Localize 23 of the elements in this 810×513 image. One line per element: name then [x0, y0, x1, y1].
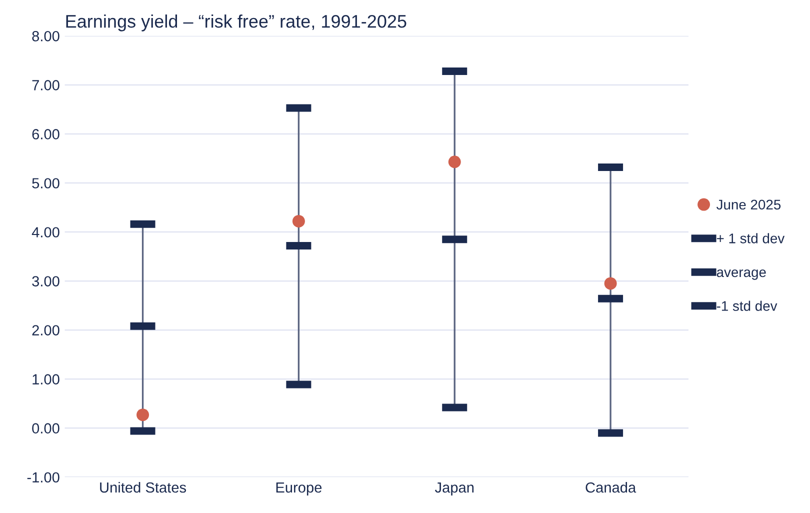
- x-tick-label: Europe: [276, 482, 322, 496]
- y-tick-label: 5.00: [32, 178, 60, 188]
- y-tick-label: 3.00: [32, 276, 60, 286]
- legend-label: + 1 std dev: [716, 233, 785, 244]
- point: [604, 277, 617, 290]
- y-tick-label: -1.00: [27, 472, 60, 483]
- legend-label: June 2025: [716, 200, 781, 210]
- point: [136, 408, 150, 422]
- legend-label: average: [716, 270, 766, 280]
- x-tick-label: Canada: [586, 482, 636, 493]
- chart-title: Earnings yield – “risk free” rate, 1991-2025: [66, 14, 406, 32]
- point: [448, 156, 461, 168]
- y-tick-label: 8.00: [32, 31, 60, 42]
- y-tick-label: 1.00: [32, 374, 60, 384]
- y-tick-label: 4.00: [32, 227, 60, 238]
- y-tick-label: 7.00: [32, 80, 60, 90]
- point: [292, 214, 305, 228]
- y-tick-label: 2.00: [32, 325, 60, 336]
- y-tick-label: 6.00: [32, 129, 60, 140]
- y-tick-label: 0.00: [32, 423, 60, 434]
- legend-label: -1 std dev: [716, 300, 778, 311]
- x-tick-label: Japan: [434, 482, 474, 496]
- x-tick-label: United States: [100, 482, 186, 493]
